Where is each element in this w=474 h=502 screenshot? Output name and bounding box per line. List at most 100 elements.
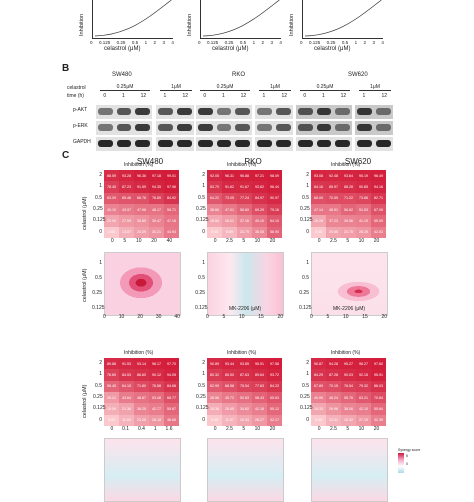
panel-b-letter: B bbox=[62, 63, 70, 74]
heatmap-cell: 68.77 bbox=[164, 391, 179, 404]
heatmap-cell: 93.64 bbox=[341, 170, 356, 182]
time-label: 1 bbox=[222, 93, 225, 99]
protein-band bbox=[257, 108, 272, 115]
time-label: 12 bbox=[340, 93, 347, 99]
heatmap-cell: 70.84 bbox=[371, 391, 386, 404]
contour-ytick: 0.125 bbox=[92, 305, 105, 311]
heatmap-cell: 30.21 bbox=[149, 226, 164, 238]
heatmap-cell: 98.09 bbox=[267, 170, 282, 182]
dose-label: 1μM bbox=[259, 85, 291, 91]
protein-band bbox=[235, 124, 250, 131]
heatmap-cell: 29.96 bbox=[326, 403, 341, 415]
heatmap-cell: 84.23 bbox=[267, 380, 282, 392]
heatmap-cell: 36.08 bbox=[252, 226, 267, 238]
heatmap-ytick: 0 bbox=[99, 228, 102, 235]
heatmap-cell: 56.90 bbox=[267, 226, 282, 238]
heatmap-ytick: 2 bbox=[99, 172, 102, 178]
x-tick-label: 20 bbox=[269, 238, 276, 244]
heatmap-cell: 42.77 bbox=[149, 403, 164, 415]
heatmap-cell: 47.01 bbox=[222, 203, 237, 216]
heatmap-cell: 47.18 bbox=[164, 215, 179, 227]
heatmap-cell: 97.80 bbox=[371, 358, 386, 370]
x-tick-label: 2 bbox=[363, 40, 367, 45]
contour-ytick: 0.25 bbox=[92, 290, 102, 296]
c-title-sw480: SW480 bbox=[136, 157, 164, 166]
heatmap-ytick: 0.5 bbox=[198, 194, 205, 201]
heatmap-cell: 84.68 bbox=[164, 380, 179, 392]
blot-strip bbox=[296, 121, 352, 135]
heatmap-cell: 47.14 bbox=[311, 203, 326, 216]
heatmap-cell: 40.10 bbox=[104, 203, 119, 216]
panel-a-axes bbox=[302, 0, 383, 39]
heatmap-cell: 58.43 bbox=[252, 391, 267, 404]
contour-ytick: 0.5 bbox=[95, 275, 102, 281]
heatmap-xticks: 0 0.1 0.4 1 1.6 bbox=[106, 427, 177, 432]
x-tick-label: 1 bbox=[252, 40, 256, 45]
heatmap-cell: 27.19 bbox=[356, 414, 371, 426]
x-tick-label: 0.125 bbox=[98, 40, 111, 45]
x-tick-label: 0.5 bbox=[239, 40, 247, 45]
blot-strip bbox=[355, 121, 393, 135]
heatmap-cell: 26.01 bbox=[222, 215, 237, 227]
protein-band bbox=[276, 140, 291, 147]
heatmap-cell: 0.00 bbox=[104, 414, 119, 426]
cell-line-sw480: SW480 bbox=[112, 72, 132, 78]
heatmap-cell: 67.09 bbox=[371, 203, 386, 216]
cell-line-sw620: SW620 bbox=[348, 72, 368, 78]
heatmap-cell: 93.14 bbox=[134, 358, 149, 370]
synergy-contour-plot bbox=[311, 438, 388, 502]
heatmap-ytick: 2 bbox=[202, 360, 205, 366]
heatmap-cell: 97.21 bbox=[252, 170, 267, 182]
heatmap-cell: 96.36 bbox=[134, 170, 149, 182]
protein-band bbox=[158, 124, 173, 131]
heatmap-cell: 89.64 bbox=[252, 369, 267, 381]
heatmap-cell: 38.06 bbox=[341, 403, 356, 415]
x-tick-label: 20 bbox=[373, 238, 380, 244]
heatmap-cell: 68.09 bbox=[311, 192, 326, 204]
heatmap-cell: 94.05 bbox=[164, 369, 179, 381]
heatmap-cell: 21.36 bbox=[119, 403, 134, 415]
time-label: 12 bbox=[140, 93, 147, 99]
protein-band bbox=[335, 140, 350, 147]
panel-a-xticks: 0 0.125 0.25 0.5 1 2 3 4 bbox=[198, 40, 282, 45]
x-tick-label: 40 bbox=[166, 238, 173, 244]
heatmap-cell: 68.58 bbox=[222, 380, 237, 392]
heatmap-cell: 87.28 bbox=[326, 369, 341, 381]
protein-band bbox=[198, 140, 213, 147]
inhibition-heatmap: 89.88 91.53 93.14 96.17 97.70 76.69 84.53 86.60… bbox=[104, 358, 179, 426]
heatmap-ytick: 0.5 bbox=[95, 382, 102, 389]
heatmap-cell: 83.70 bbox=[207, 181, 222, 193]
contour-ytick: 0.5 bbox=[198, 275, 205, 281]
protein-band bbox=[357, 140, 372, 147]
heatmap-cell: 84.16 bbox=[311, 181, 326, 193]
blot-strip bbox=[196, 105, 252, 119]
protein-band bbox=[276, 124, 291, 131]
x-tick-label: 10 bbox=[342, 314, 349, 320]
heatmap-cell: 90.12 bbox=[149, 369, 164, 381]
contour-xlabel: MK-2206 (μM) bbox=[333, 306, 366, 312]
heatmap-cell: 45.72 bbox=[222, 391, 237, 404]
x-tick-label: 0 bbox=[310, 314, 313, 320]
heatmap-cell: 92.05 bbox=[207, 170, 222, 182]
heatmap-ytick: 0.125 bbox=[300, 405, 313, 412]
x-tick-label: 0.25 bbox=[326, 40, 336, 45]
heatmap-cell: 76.54 bbox=[341, 380, 356, 392]
heatmap-cell: 95.19 bbox=[356, 170, 371, 182]
heatmap-cell: 37.23 bbox=[326, 215, 341, 227]
legend-title: Synergy score bbox=[398, 448, 421, 452]
heatmap-cell: 43.64 bbox=[119, 391, 134, 404]
x-tick-label: 20 bbox=[277, 314, 283, 320]
protein-band bbox=[98, 140, 113, 147]
heatmap-cell: 90.97 bbox=[267, 192, 282, 204]
heatmap-cell: 0.00 bbox=[207, 414, 222, 426]
heatmap-ytick: 0.125 bbox=[93, 217, 106, 224]
heatmap-cell: 91.53 bbox=[119, 358, 134, 370]
heatmap-cell: 42.39 bbox=[371, 414, 386, 426]
heatmap-ytick: 1 bbox=[202, 371, 205, 378]
heatmap-cell: 84.53 bbox=[119, 369, 134, 381]
heatmap-ytick: 0.5 bbox=[95, 194, 102, 201]
protein-band bbox=[98, 124, 113, 131]
protein-band bbox=[235, 140, 250, 147]
heatmap-ytick: 1 bbox=[99, 371, 102, 378]
heatmap-cell: 91.59 bbox=[134, 181, 149, 193]
